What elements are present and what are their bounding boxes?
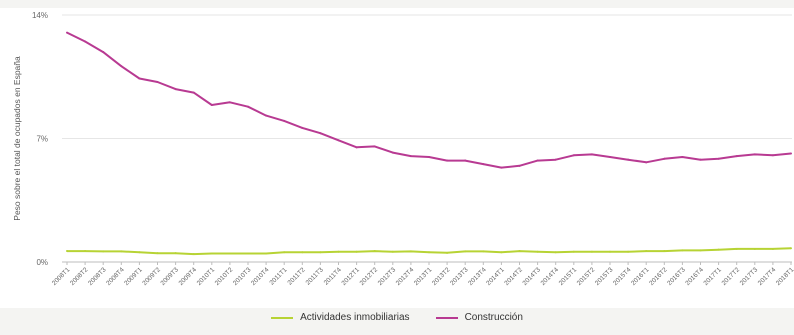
data-point-inmobiliarias xyxy=(771,247,774,250)
data-point-inmobiliarias xyxy=(464,250,467,253)
data-point-inmobiliarias xyxy=(500,251,503,254)
data-point-inmobiliarias xyxy=(337,250,340,253)
data-point-inmobiliarias xyxy=(66,250,68,253)
data-point-construccion xyxy=(138,77,141,80)
data-point-construccion xyxy=(120,65,123,68)
legend: Actividades inmobiliarias Construcción xyxy=(0,312,794,323)
data-point-construccion xyxy=(518,164,521,167)
data-point-inmobiliarias xyxy=(355,250,358,253)
data-point-construccion xyxy=(192,91,195,94)
plot-background xyxy=(0,8,794,308)
data-point-inmobiliarias xyxy=(84,250,87,253)
data-point-construccion xyxy=(645,161,648,164)
y-tick-label: 14% xyxy=(32,11,48,20)
data-point-construccion xyxy=(174,88,177,91)
y-axis-label: Peso sobre el total de ocupados en Españ… xyxy=(12,56,22,221)
data-point-construccion xyxy=(464,159,467,162)
data-point-inmobiliarias xyxy=(373,250,376,253)
data-point-construccion xyxy=(247,105,249,108)
data-point-construccion xyxy=(753,153,756,156)
data-point-inmobiliarias xyxy=(265,252,268,255)
data-point-construccion xyxy=(373,145,376,148)
data-point-inmobiliarias xyxy=(156,252,159,255)
data-point-construccion xyxy=(446,159,449,162)
legend-label-inmobiliarias: Actividades inmobiliarias xyxy=(300,312,410,323)
data-point-construccion xyxy=(482,163,485,166)
legend-item-construccion[interactable]: Construcción xyxy=(435,312,523,323)
data-point-inmobiliarias xyxy=(627,250,630,253)
data-point-construccion xyxy=(265,114,268,117)
data-point-inmobiliarias xyxy=(283,251,286,254)
legend-swatch-inmobiliarias xyxy=(271,316,294,319)
data-point-inmobiliarias xyxy=(663,250,666,253)
data-point-construccion xyxy=(156,81,159,84)
data-point-inmobiliarias xyxy=(645,250,648,253)
data-point-inmobiliarias xyxy=(790,247,792,250)
data-point-construccion xyxy=(66,31,68,34)
legend-swatch-construccion xyxy=(435,316,458,319)
data-point-construccion xyxy=(681,156,684,159)
data-point-construccion xyxy=(337,139,340,142)
data-point-inmobiliarias xyxy=(699,249,702,252)
data-point-inmobiliarias xyxy=(446,251,449,254)
data-point-inmobiliarias xyxy=(518,250,521,253)
data-point-construccion xyxy=(355,146,358,149)
data-point-inmobiliarias xyxy=(391,250,394,253)
data-point-construccion xyxy=(735,155,738,158)
data-point-inmobiliarias xyxy=(228,252,231,255)
data-point-construccion xyxy=(572,154,575,157)
data-point-construccion xyxy=(409,155,412,158)
data-point-inmobiliarias xyxy=(428,251,430,254)
data-point-inmobiliarias xyxy=(753,247,756,250)
data-point-inmobiliarias xyxy=(554,251,557,254)
data-point-construccion xyxy=(699,158,702,161)
data-point-inmobiliarias xyxy=(138,251,141,254)
data-point-construccion xyxy=(428,156,430,159)
data-point-inmobiliarias xyxy=(735,247,738,250)
data-point-inmobiliarias xyxy=(590,250,593,253)
data-point-inmobiliarias xyxy=(247,252,249,255)
data-point-construccion xyxy=(590,153,593,156)
data-point-construccion xyxy=(84,40,87,43)
data-point-construccion xyxy=(771,154,774,157)
data-point-construccion xyxy=(717,157,720,160)
data-point-construccion xyxy=(500,166,503,169)
data-point-construccion xyxy=(228,101,231,104)
legend-item-inmobiliarias[interactable]: Actividades inmobiliarias xyxy=(271,312,410,323)
data-point-construccion xyxy=(210,103,213,106)
data-point-inmobiliarias xyxy=(120,250,123,253)
y-tick-label: 7% xyxy=(36,135,48,144)
legend-label-construccion: Construcción xyxy=(464,312,523,323)
data-point-inmobiliarias xyxy=(717,248,720,251)
data-point-inmobiliarias xyxy=(301,251,304,254)
data-point-construccion xyxy=(301,126,304,129)
data-point-inmobiliarias xyxy=(572,250,575,253)
data-point-construccion xyxy=(283,119,286,122)
data-point-construccion xyxy=(319,132,322,135)
data-point-construccion xyxy=(609,156,611,159)
data-point-inmobiliarias xyxy=(174,252,177,255)
data-point-inmobiliarias xyxy=(102,250,105,253)
data-point-construccion xyxy=(536,159,539,162)
data-point-inmobiliarias xyxy=(482,250,485,253)
data-point-inmobiliarias xyxy=(192,253,195,256)
data-point-construccion xyxy=(391,151,394,154)
data-point-inmobiliarias xyxy=(536,250,539,253)
data-point-inmobiliarias xyxy=(409,250,412,253)
data-point-construccion xyxy=(627,158,630,161)
data-point-construccion xyxy=(554,158,557,161)
data-point-inmobiliarias xyxy=(681,249,684,252)
data-point-construccion xyxy=(102,51,105,54)
data-point-inmobiliarias xyxy=(319,251,322,254)
y-tick-label: 0% xyxy=(36,258,48,267)
data-point-inmobiliarias xyxy=(609,250,611,253)
data-point-construccion xyxy=(663,157,666,160)
data-point-construccion xyxy=(790,152,792,155)
data-point-inmobiliarias xyxy=(210,252,213,255)
